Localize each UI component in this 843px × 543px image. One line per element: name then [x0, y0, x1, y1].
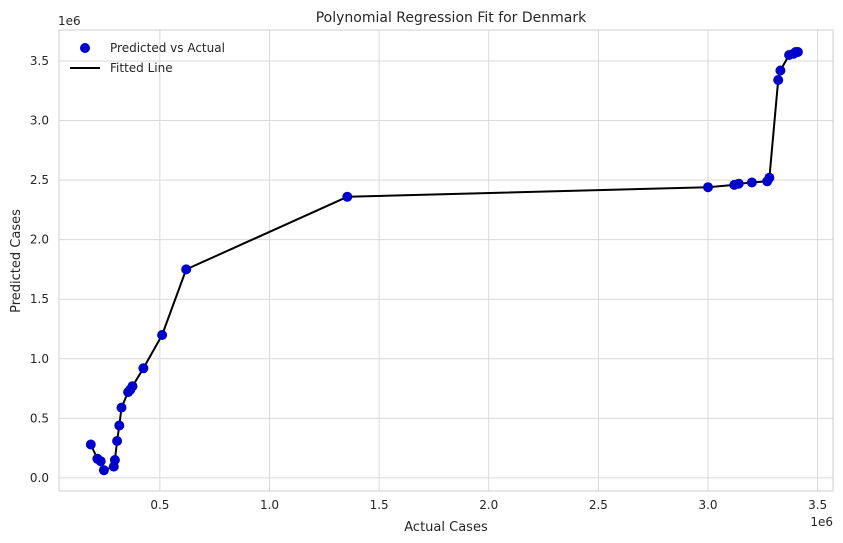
x-tick-labels: 0.5 1.0 1.5 2.0 2.5 3.0 3.5 — [150, 498, 827, 512]
scatter-points-layer — [85, 47, 803, 476]
data-point — [764, 172, 775, 183]
data-point — [114, 420, 125, 431]
data-point — [792, 47, 803, 57]
x-tick-label: 3.5 — [808, 498, 827, 512]
data-point — [109, 455, 120, 465]
y-tick-label: 1.5 — [30, 292, 49, 306]
y-tick-label: 0.0 — [30, 471, 49, 485]
data-point — [342, 191, 353, 202]
y-tick-labels: 0.0 0.5 1.0 1.5 2.0 2.5 3.0 3.5 — [30, 54, 49, 485]
x-tick-label: 3.0 — [698, 498, 717, 512]
y-axis-label: Predicted Cases — [9, 209, 24, 313]
data-point — [98, 465, 109, 476]
legend-marker-points — [80, 43, 90, 53]
legend: Predicted vs Actual Fitted Line — [70, 41, 225, 75]
data-point — [157, 330, 168, 340]
y-tick-label: 0.5 — [30, 411, 49, 425]
data-point — [138, 363, 149, 374]
data-point — [746, 177, 757, 188]
data-point — [127, 381, 138, 392]
data-point — [95, 456, 106, 467]
legend-label-line: Fitted Line — [110, 61, 173, 75]
data-point — [112, 436, 123, 446]
data-point — [116, 402, 127, 413]
x-tick-label: 2.5 — [589, 498, 608, 512]
x-offset-label: 1e6 — [810, 515, 833, 529]
y-tick-label: 1.0 — [30, 352, 49, 366]
data-point — [85, 439, 96, 450]
data-point — [703, 182, 713, 193]
grid-lines — [59, 30, 833, 491]
plot-frame — [58, 29, 834, 492]
data-point — [181, 264, 192, 275]
y-tick-label: 2.0 — [30, 233, 49, 247]
chart-title: Polynomial Regression Fit for Denmark — [316, 10, 587, 26]
plot-background — [59, 30, 833, 491]
data-point — [773, 75, 784, 85]
y-offset-label: 1e6 — [58, 14, 81, 28]
y-tick-label: 2.5 — [30, 173, 49, 187]
x-tick-label: 1.0 — [260, 498, 279, 512]
y-tick-label: 3.5 — [30, 54, 49, 68]
plot-area — [58, 29, 834, 492]
x-tick-label: 2.0 — [479, 498, 498, 512]
x-tick-label: 0.5 — [150, 498, 169, 512]
data-point — [775, 65, 786, 76]
x-axis-label: Actual Cases — [404, 520, 488, 535]
legend-label-points: Predicted vs Actual — [110, 41, 225, 55]
y-tick-label: 3.0 — [30, 114, 49, 128]
x-tick-label: 1.5 — [370, 498, 389, 512]
data-point — [733, 178, 744, 189]
